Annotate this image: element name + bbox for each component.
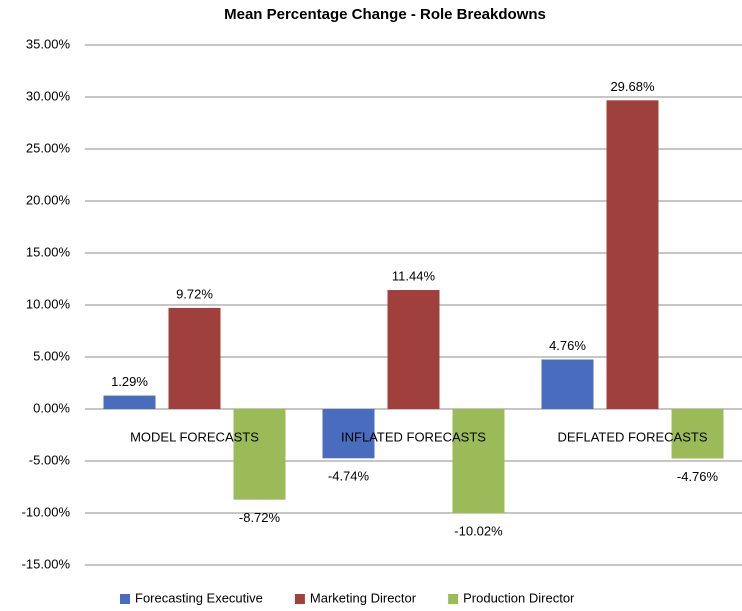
legend-swatch: [448, 594, 459, 604]
x-tick-label: MODEL FORECASTS: [130, 429, 259, 444]
value-label: 11.44%: [392, 268, 436, 283]
bar: [606, 100, 659, 409]
legend-label: Production Director: [463, 590, 575, 605]
chart-title: Mean Percentage Change - Role Breakdowns: [224, 6, 546, 23]
legend-swatch: [120, 594, 130, 604]
legend-label: Forecasting Executive: [135, 590, 263, 605]
y-tick-label: 35.00%: [26, 36, 71, 51]
y-tick-label: -10.00%: [22, 504, 71, 519]
x-tick-label: DEFLATED FORECASTS: [557, 429, 707, 444]
bar: [233, 409, 286, 500]
value-label: 9.72%: [176, 286, 213, 301]
y-tick-label: 20.00%: [26, 192, 71, 207]
value-label: -4.76%: [677, 469, 719, 484]
bar: [671, 409, 724, 459]
value-label: 29.68%: [610, 79, 655, 94]
bar: [103, 395, 156, 409]
bar: [541, 359, 594, 409]
y-tick-label: 0.00%: [33, 400, 70, 415]
legend-swatch: [294, 594, 305, 604]
y-tick-label: -15.00%: [22, 556, 71, 571]
bar: [322, 409, 375, 459]
bar: [168, 307, 221, 409]
y-tick-label: 30.00%: [26, 88, 71, 103]
value-label: 1.29%: [111, 374, 148, 389]
bar: [452, 409, 505, 514]
y-tick-label: 10.00%: [26, 296, 71, 311]
y-tick-label: 5.00%: [33, 348, 70, 363]
value-label: 4.76%: [549, 338, 586, 353]
x-tick-label: INFLATED FORECASTS: [341, 429, 486, 444]
y-tick-label: -5.00%: [29, 452, 71, 467]
y-tick-label: 15.00%: [26, 244, 71, 259]
y-tick-label: 25.00%: [26, 140, 71, 155]
value-label: -8.72%: [239, 510, 281, 525]
value-label: -4.74%: [328, 469, 370, 484]
legend-label: Marketing Director: [310, 590, 417, 605]
value-label: -10.02%: [454, 524, 503, 539]
bar: [387, 290, 440, 409]
